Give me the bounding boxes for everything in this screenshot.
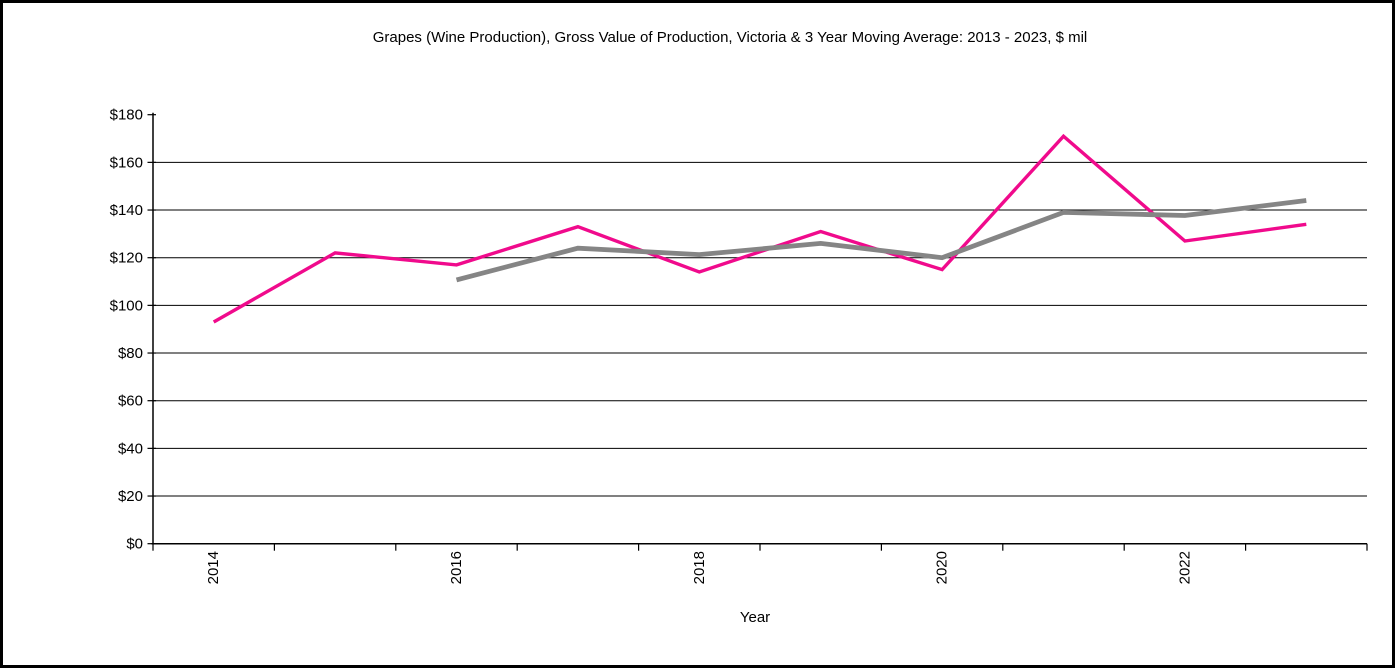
- y-tick-label: $140: [110, 202, 143, 219]
- series-line-moving-average: [455, 198, 1307, 283]
- y-tick-label: $80: [118, 345, 143, 362]
- chart-title: Grapes (Wine Production), Gross Value of…: [372, 29, 1088, 46]
- y-tick-label: $100: [110, 297, 143, 314]
- x-tick-label: 2022: [1176, 551, 1193, 584]
- series-line-victoria: [212, 133, 1307, 324]
- y-tick-label: $60: [118, 393, 143, 410]
- x-tick-label: 2016: [448, 551, 465, 584]
- x-tick-label: 2020: [934, 551, 951, 584]
- x-tick-label: 2014: [205, 551, 222, 584]
- y-tick-label: $160: [110, 154, 143, 171]
- y-tick-label: $180: [110, 107, 143, 124]
- line-chart-plot: $0 $20 $40 $60 $80 $100 $120 $140 $160 $180 2014 20…: [110, 107, 1368, 584]
- x-tick-label: 2018: [691, 551, 708, 584]
- y-tick-label: $0: [126, 536, 143, 553]
- y-tick-label: $20: [118, 488, 143, 505]
- y-tick-label: $120: [110, 250, 143, 267]
- x-axis-title: Year: [739, 609, 771, 626]
- y-tick-label: $40: [118, 440, 143, 457]
